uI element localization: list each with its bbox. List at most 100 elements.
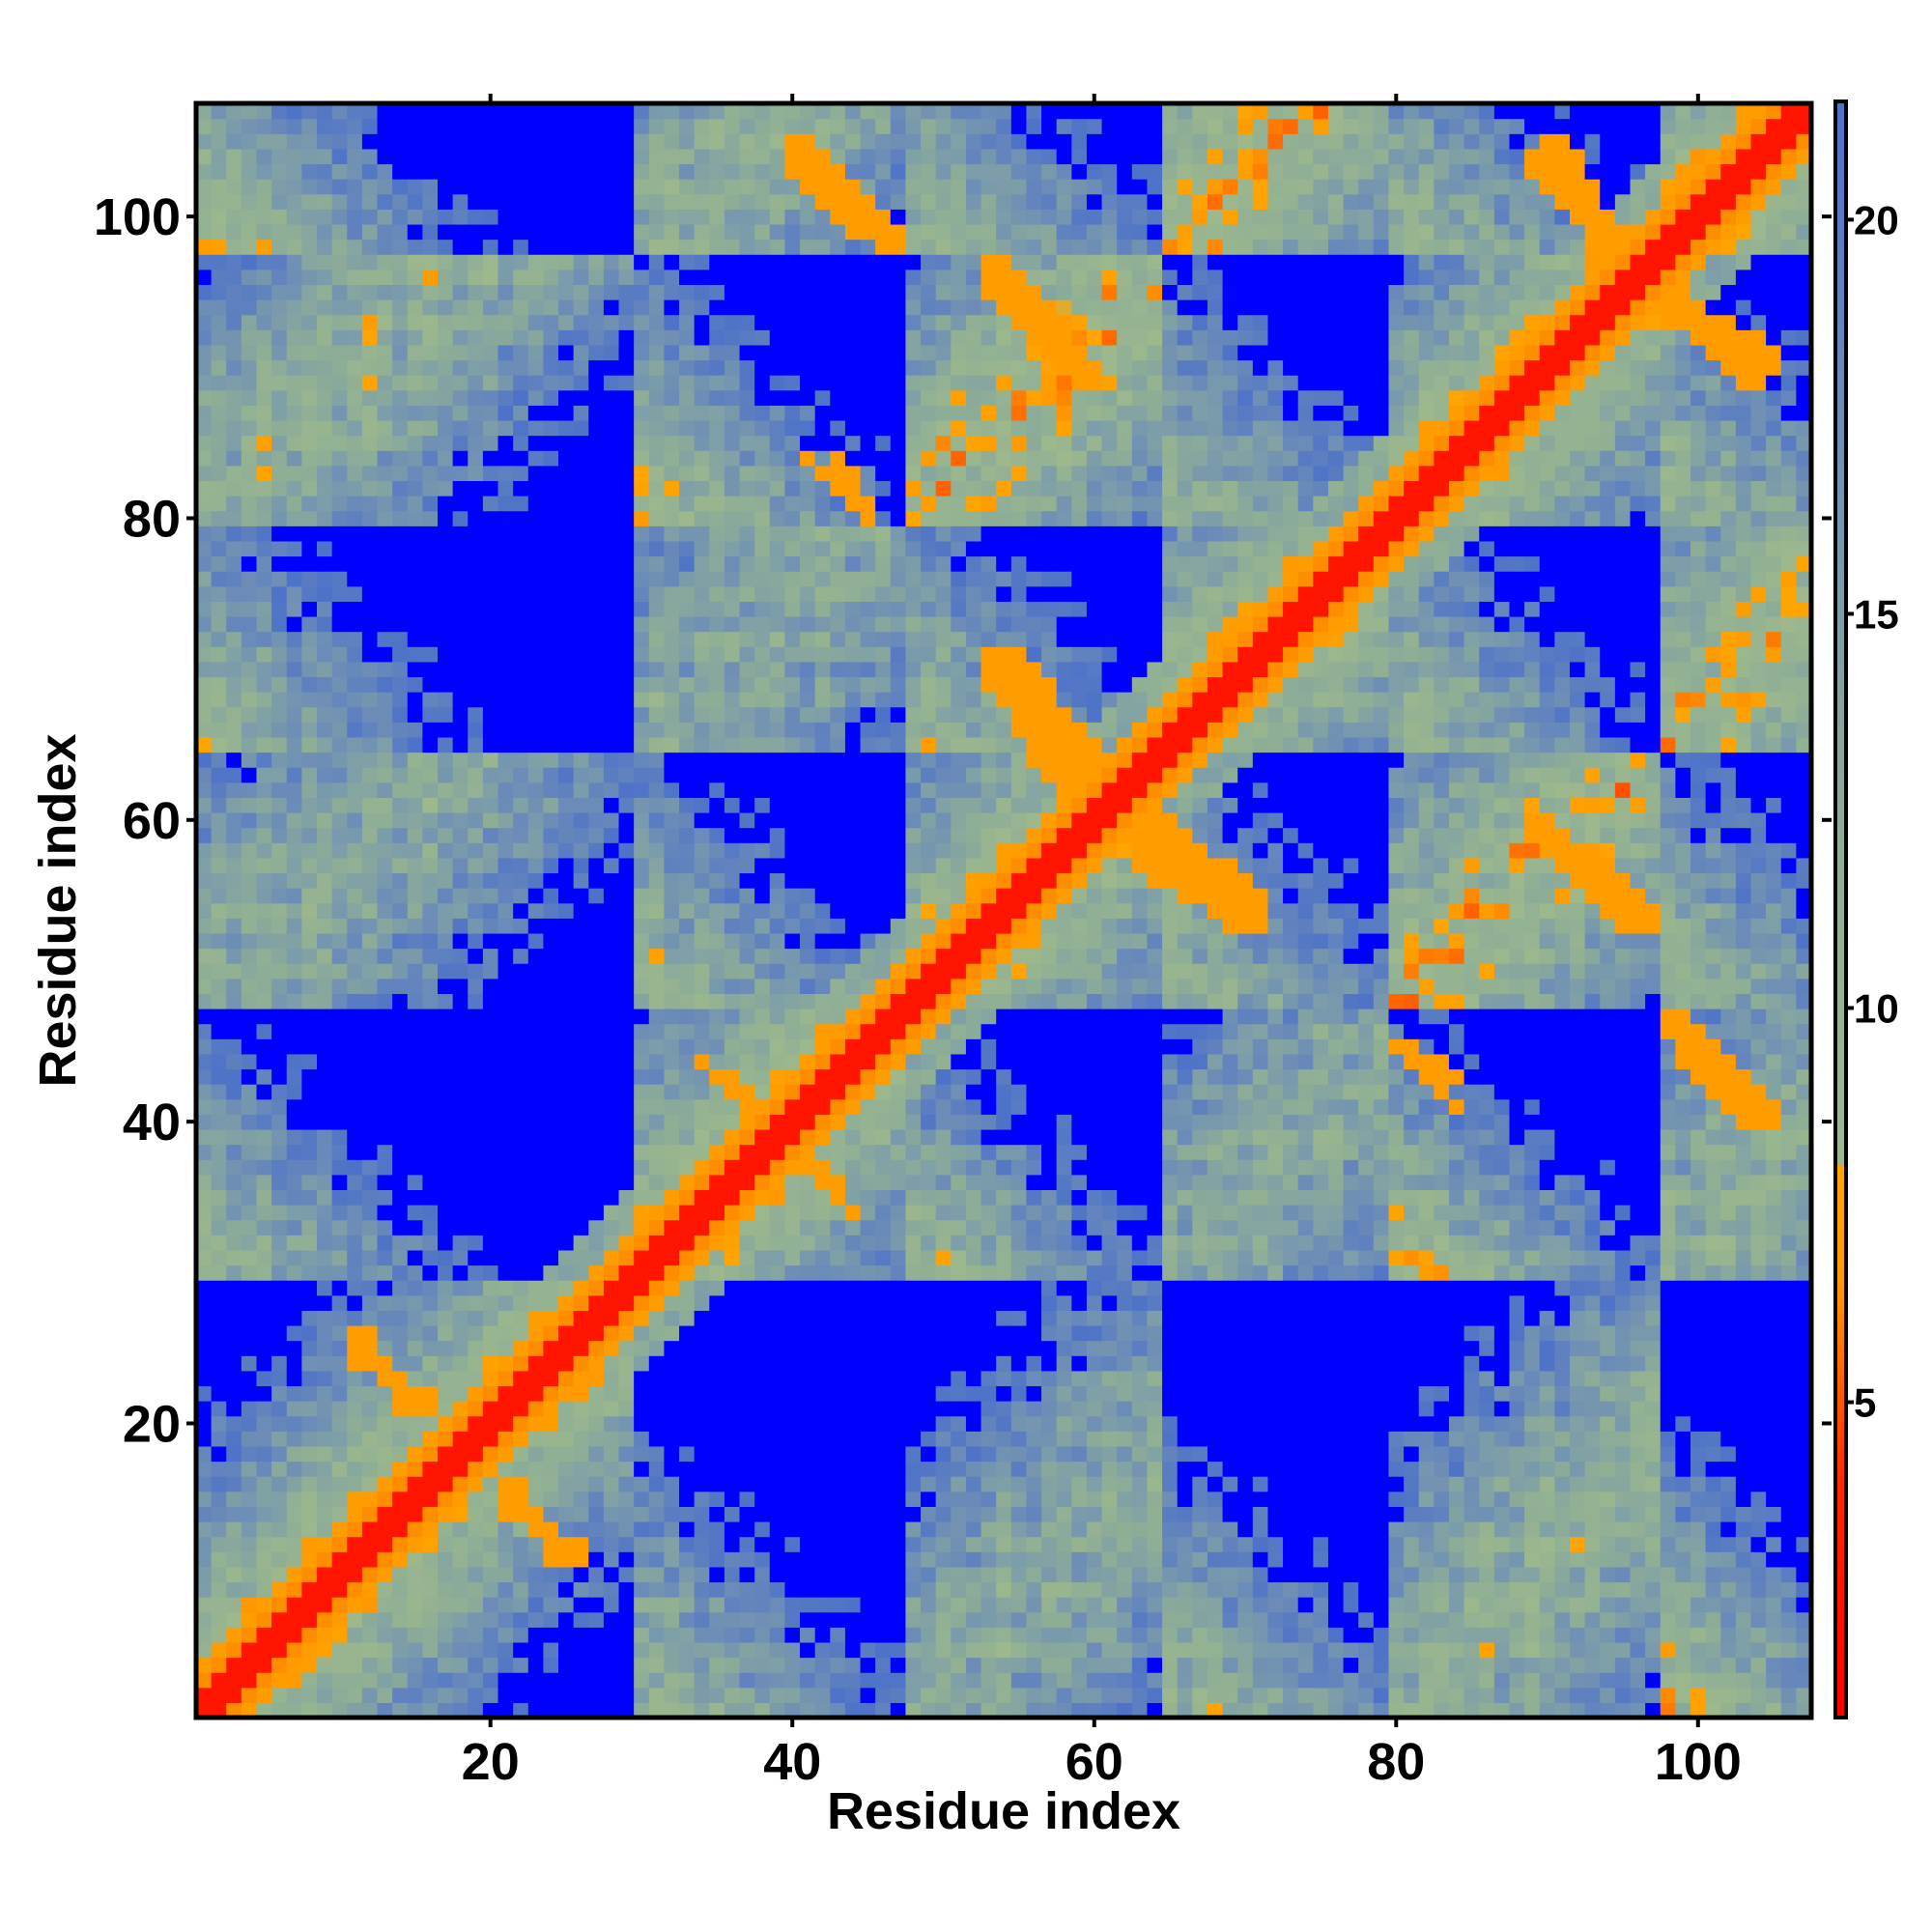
heatmap-cell bbox=[452, 1144, 469, 1160]
heatmap-cell bbox=[482, 193, 499, 210]
heatmap-cell bbox=[754, 1189, 771, 1206]
heatmap-cell bbox=[573, 646, 589, 663]
heatmap-cell bbox=[317, 1672, 333, 1689]
heatmap-cell bbox=[438, 254, 454, 270]
heatmap-cell bbox=[422, 1038, 439, 1055]
heatmap-cell bbox=[347, 1491, 363, 1507]
heatmap-cell bbox=[754, 1566, 771, 1583]
heatmap-cell bbox=[347, 1401, 363, 1417]
heatmap-cell bbox=[588, 435, 605, 451]
heatmap-cell bbox=[317, 857, 333, 874]
heatmap-cell bbox=[648, 1611, 666, 1628]
heatmap-cell bbox=[634, 1385, 650, 1402]
heatmap-cell bbox=[814, 103, 831, 120]
heatmap-cell bbox=[347, 1128, 363, 1146]
heatmap-cell bbox=[875, 526, 892, 542]
heatmap-cell bbox=[875, 389, 892, 406]
heatmap-cell bbox=[844, 1461, 862, 1477]
heatmap-cell bbox=[573, 555, 589, 572]
heatmap-cell bbox=[573, 615, 589, 633]
heatmap-cell bbox=[648, 480, 666, 497]
heatmap-cell bbox=[769, 1355, 786, 1372]
heatmap-cell bbox=[603, 1355, 620, 1372]
heatmap-cell bbox=[618, 179, 635, 195]
heatmap-cell bbox=[422, 692, 439, 708]
heatmap-cell bbox=[301, 103, 318, 120]
heatmap-cell bbox=[860, 526, 876, 542]
heatmap-cell bbox=[256, 209, 272, 225]
heatmap-cell bbox=[513, 209, 529, 225]
heatmap-cell bbox=[361, 239, 379, 255]
heatmap-cell bbox=[392, 1249, 409, 1266]
heatmap-cell bbox=[800, 1597, 816, 1613]
heatmap-cell bbox=[331, 571, 348, 587]
heatmap-cell bbox=[694, 857, 710, 874]
heatmap-cell bbox=[241, 480, 258, 497]
heatmap-cell bbox=[361, 375, 379, 391]
heatmap-cell bbox=[844, 1445, 862, 1463]
heatmap-cell bbox=[573, 239, 589, 255]
heatmap-cell bbox=[438, 555, 454, 572]
heatmap-cell bbox=[754, 1114, 771, 1130]
heatmap-cell bbox=[830, 827, 846, 843]
heatmap-cell bbox=[241, 103, 258, 120]
heatmap-cell bbox=[527, 133, 545, 150]
heatmap-cell bbox=[664, 1189, 680, 1206]
heatmap-cell bbox=[392, 827, 409, 843]
heatmap-cell bbox=[497, 496, 514, 512]
heatmap-cell bbox=[784, 1264, 801, 1281]
heatmap-cell bbox=[784, 555, 801, 572]
heatmap-cell bbox=[392, 1189, 409, 1206]
heatmap-cell bbox=[679, 872, 696, 889]
heatmap-cell bbox=[543, 405, 559, 421]
heatmap-cell bbox=[497, 1641, 514, 1659]
heatmap-cell bbox=[422, 526, 439, 542]
heatmap-cell bbox=[331, 435, 348, 451]
heatmap-cell bbox=[271, 722, 288, 738]
heatmap-cell bbox=[347, 254, 363, 270]
heatmap-cell bbox=[468, 480, 484, 497]
heatmap-cell bbox=[392, 375, 409, 391]
heatmap-cell bbox=[513, 1687, 529, 1703]
heatmap-cell bbox=[527, 465, 545, 482]
heatmap-cell bbox=[844, 872, 862, 889]
heatmap-cell bbox=[211, 1114, 227, 1130]
heatmap-cell bbox=[377, 1235, 393, 1251]
heatmap-cell bbox=[527, 1687, 545, 1703]
heatmap-cell bbox=[875, 857, 892, 874]
heatmap-cell bbox=[286, 314, 302, 330]
heatmap-cell bbox=[513, 1159, 529, 1176]
heatmap-cell bbox=[286, 781, 302, 798]
heatmap-cell bbox=[709, 1249, 725, 1266]
heatmap-cell bbox=[558, 1294, 575, 1311]
heatmap-cell bbox=[331, 1324, 348, 1342]
heatmap-cell bbox=[256, 1551, 272, 1568]
heatmap-cell bbox=[226, 179, 242, 195]
heatmap-cell bbox=[196, 1219, 213, 1236]
heatmap-cell bbox=[739, 1491, 755, 1507]
heatmap-cell bbox=[769, 585, 786, 602]
heatmap-cell bbox=[769, 1174, 786, 1191]
heatmap-cell bbox=[588, 465, 605, 482]
heatmap-cell bbox=[648, 706, 666, 723]
heatmap-cell bbox=[196, 948, 213, 964]
heatmap-cell bbox=[543, 223, 559, 241]
heatmap-cell bbox=[211, 1264, 227, 1281]
heatmap-cell bbox=[709, 722, 725, 738]
heatmap-cell bbox=[196, 902, 213, 919]
heatmap-cell bbox=[890, 918, 907, 934]
heatmap-cell bbox=[814, 601, 831, 617]
heatmap-cell bbox=[211, 1174, 227, 1191]
heatmap-cell bbox=[769, 1023, 786, 1039]
heatmap-cell bbox=[724, 269, 741, 286]
heatmap-cell bbox=[784, 918, 801, 934]
heatmap-cell bbox=[527, 1235, 545, 1251]
heatmap-cell bbox=[286, 1144, 302, 1160]
heatmap-cell bbox=[452, 118, 469, 134]
heatmap-cell bbox=[422, 496, 439, 512]
heatmap-cell bbox=[196, 1249, 213, 1266]
heatmap-cell bbox=[452, 1189, 469, 1206]
heatmap-cell bbox=[588, 314, 605, 330]
heatmap-cell bbox=[634, 585, 650, 602]
heatmap-cell bbox=[468, 978, 484, 994]
